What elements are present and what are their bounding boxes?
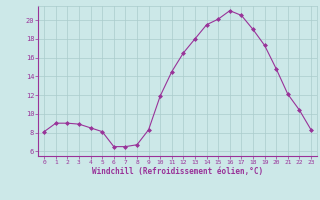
X-axis label: Windchill (Refroidissement éolien,°C): Windchill (Refroidissement éolien,°C) — [92, 167, 263, 176]
